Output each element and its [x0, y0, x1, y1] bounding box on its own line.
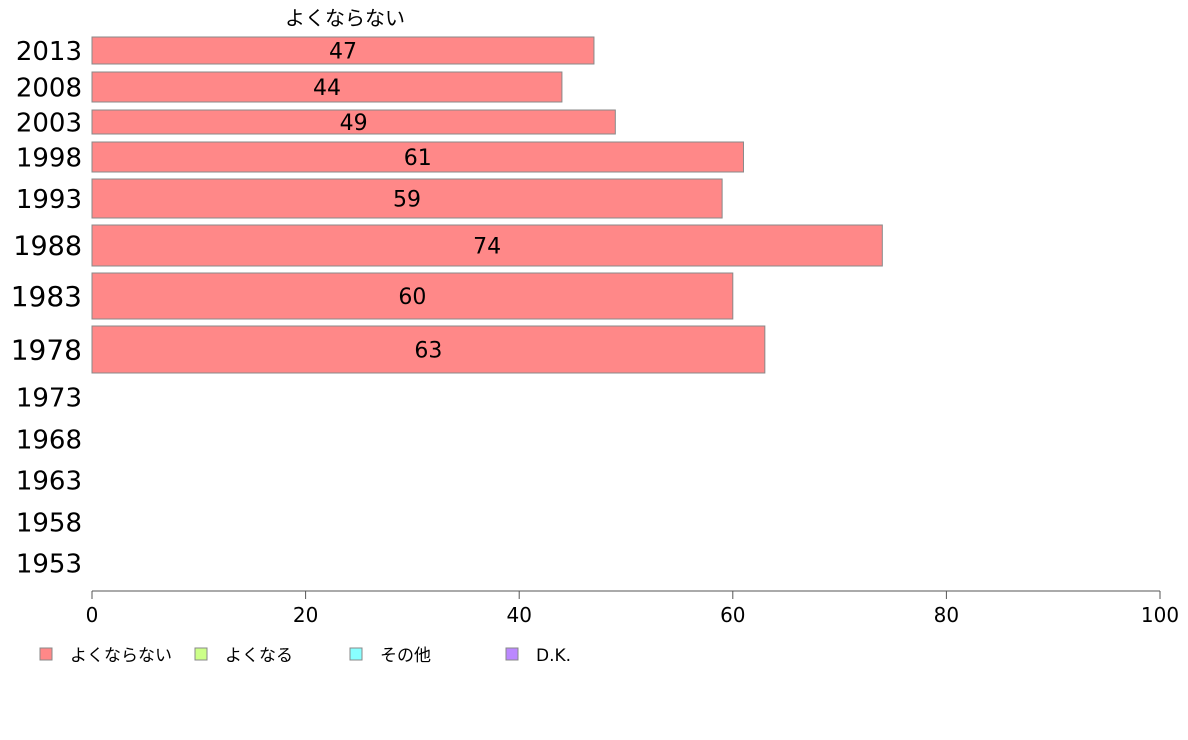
column-header: よくならない — [285, 6, 405, 30]
legend-swatch-3 — [505, 647, 519, 661]
bar-1978-series-0 — [91, 325, 766, 374]
bar-1988-series-0 — [91, 224, 883, 267]
x-tick-label-100: 100 — [1141, 603, 1179, 627]
bar-1998-series-0 — [91, 141, 744, 173]
bar-value-label-1993: 59 — [393, 188, 421, 213]
bar-value-label-2013: 47 — [329, 40, 357, 65]
bar-value-label-1998: 61 — [404, 146, 432, 171]
category-label-1988: 1988 — [13, 231, 82, 262]
x-tick-label-60: 60 — [720, 603, 745, 627]
bar-value-label-2008: 44 — [313, 76, 341, 101]
legend-label-2: その他 — [380, 646, 431, 666]
x-tick-label-20: 20 — [293, 603, 318, 627]
legend-label-3: D.K. — [536, 646, 571, 666]
bar-1993-series-0 — [91, 178, 723, 219]
category-label-1958: 1958 — [16, 508, 82, 538]
category-label-2008: 2008 — [16, 73, 82, 103]
bar-2003-series-0 — [91, 109, 616, 135]
bar-2013-series-0 — [91, 36, 595, 65]
bar-2008-series-0 — [91, 71, 563, 103]
bar-1983-series-0 — [91, 272, 734, 320]
category-label-1968: 1968 — [16, 425, 82, 455]
legend: よくならない よくなる その他 D.K. — [39, 646, 571, 666]
category-label-1963: 1963 — [16, 466, 82, 496]
category-label-1993: 1993 — [16, 185, 82, 215]
bar-value-label-1988: 74 — [473, 235, 501, 260]
category-label-1978: 1978 — [11, 334, 82, 367]
bars-layer: 47 44 49 61 59 74 60 63 — [91, 36, 883, 374]
legend-swatch-1 — [194, 647, 208, 661]
category-label-1973: 1973 — [16, 383, 82, 413]
category-label-2003: 2003 — [16, 108, 82, 138]
category-label-1983: 1983 — [11, 280, 82, 313]
legend-swatch-0 — [39, 647, 53, 661]
bar-value-label-2003: 49 — [340, 111, 368, 136]
x-tick-label-40: 40 — [506, 603, 531, 627]
legend-label-0: よくならない — [70, 646, 172, 666]
category-labels: 2013 2008 2003 1998 1993 1988 1983 1978 1973 1968… — [11, 37, 82, 579]
category-label-2013: 2013 — [16, 37, 82, 67]
category-label-1953: 1953 — [16, 549, 82, 579]
x-tick-label-0: 0 — [86, 603, 99, 627]
x-axis: 0 20 40 60 80 100 — [86, 590, 1179, 627]
bar-value-label-1983: 60 — [398, 285, 426, 310]
legend-swatch-2 — [349, 647, 363, 661]
bar-value-label-1978: 63 — [414, 339, 442, 364]
legend-label-1: よくなる — [225, 646, 293, 666]
category-label-1998: 1998 — [16, 143, 82, 173]
x-tick-label-80: 80 — [934, 603, 959, 627]
